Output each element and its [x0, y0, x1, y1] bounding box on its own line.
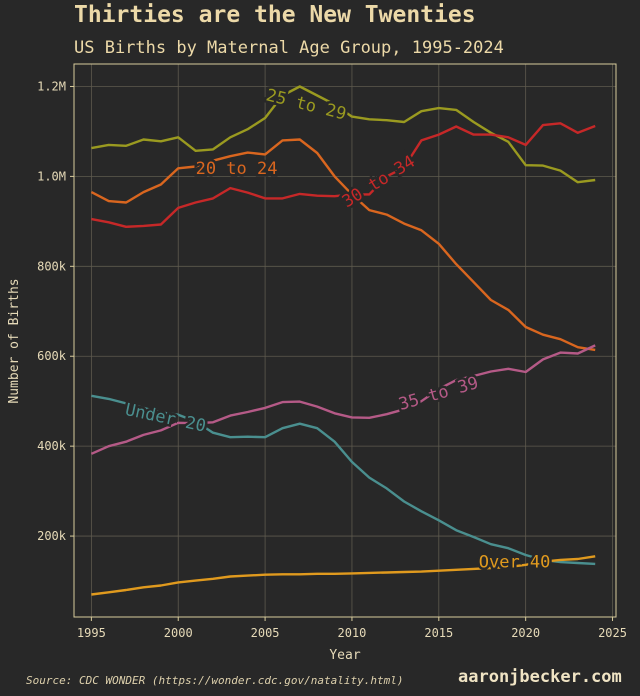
tick-labels: 1995 2000 2005 2010 2015 2020 2025 200k 400k 600k…	[37, 79, 627, 640]
x-tick-label: 2005	[251, 626, 280, 640]
y-tick-label: 200k	[37, 529, 67, 543]
y-tick-label: 1.0M	[37, 169, 66, 183]
series-label-over-40: Over 40	[479, 553, 551, 573]
series-line-25-to-29	[91, 85, 596, 184]
brand-link[interactable]: aaronjbecker.com	[458, 667, 622, 687]
series-line-under-20	[91, 394, 596, 566]
y-tick-label: 600k	[37, 349, 67, 363]
x-tick-label: 1995	[77, 626, 106, 640]
series-label-30-to-34: 30 to 34	[339, 152, 419, 212]
series-lines	[90, 85, 596, 596]
x-tick-label: 2020	[511, 626, 540, 640]
y-tick-label: 1.2M	[37, 79, 66, 93]
series-label-20-to-24: 20 to 24	[196, 159, 278, 179]
chart-subtitle: US Births by Maternal Age Group, 1995-20…	[74, 38, 504, 58]
x-tick-label: 2000	[164, 626, 193, 640]
series-line-35-to-39	[90, 344, 596, 455]
y-tick-label: 800k	[37, 259, 67, 273]
x-tick-label: 2010	[337, 626, 366, 640]
series-label-25-to-29: 25 to 29	[264, 85, 348, 124]
series-label-under-20: Under 20	[123, 400, 207, 437]
y-tick-label: 400k	[37, 439, 67, 453]
y-axis-label: Number of Births	[7, 278, 22, 403]
plot-frame	[73, 63, 617, 618]
grid-lines	[74, 64, 616, 617]
x-axis-label: Year	[329, 648, 360, 663]
series-line-30-to-34	[91, 122, 596, 229]
series-line-over-40	[91, 555, 596, 596]
chart-title: Thirties are the New Twenties	[74, 2, 476, 28]
source-note: Source: CDC WONDER (https://wonder.cdc.g…	[26, 674, 404, 687]
axes	[70, 63, 617, 621]
x-tick-label: 2025	[598, 626, 627, 640]
series-line-20-to-24	[90, 138, 596, 352]
x-tick-label: 2015	[424, 626, 453, 640]
